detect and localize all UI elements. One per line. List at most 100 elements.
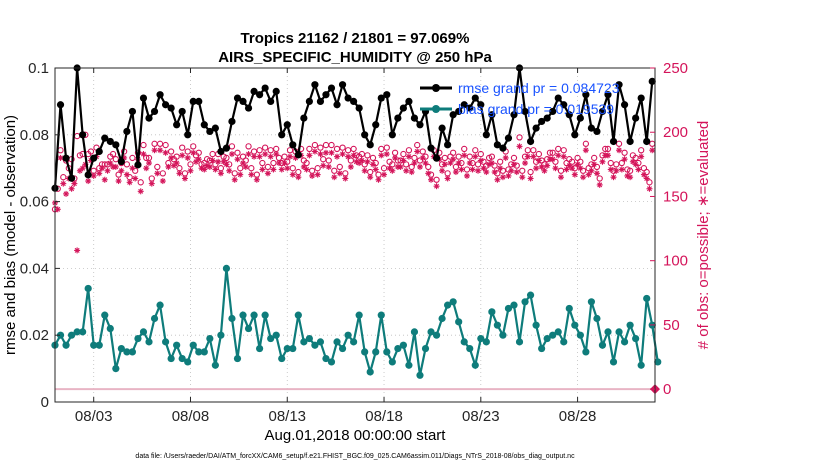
chart-subtitle: AIRS_SPECIFIC_HUMIDITY @ 250 hPa bbox=[218, 49, 492, 66]
obs-evaluated-stroke bbox=[594, 170, 600, 176]
obs-evaluated-stroke bbox=[154, 170, 160, 176]
obs-evaluated-point bbox=[533, 165, 540, 172]
plot-area bbox=[55, 68, 655, 402]
obs-evaluated-stroke bbox=[406, 154, 412, 160]
obs-evaluated-point bbox=[513, 169, 520, 176]
rmse-point bbox=[554, 94, 562, 102]
obs-evaluated-point bbox=[248, 171, 255, 178]
obs-possible-point bbox=[344, 147, 352, 154]
rmse-point bbox=[394, 114, 402, 122]
obs-evaluated-stroke bbox=[146, 160, 152, 166]
obs-evaluated-point bbox=[259, 166, 266, 173]
obs-evaluated-stroke bbox=[287, 154, 293, 160]
rmse-point bbox=[239, 97, 247, 105]
rmse-point bbox=[377, 94, 385, 102]
obs-possible-point bbox=[317, 144, 324, 151]
obs-evaluated-point bbox=[303, 166, 310, 173]
obs-evaluated-point bbox=[596, 181, 603, 188]
obs-evaluated-point bbox=[574, 161, 581, 168]
obs-evaluated-stroke bbox=[575, 161, 581, 167]
obs-evaluated-stroke bbox=[91, 173, 97, 179]
obs-possible-point bbox=[527, 168, 534, 176]
obs-evaluated-point bbox=[336, 170, 343, 177]
y-tick-label-left: 0.02 bbox=[20, 327, 49, 344]
obs-evaluated-point bbox=[173, 160, 180, 167]
obs-evaluated-point bbox=[646, 185, 653, 192]
obs-evaluated-stroke bbox=[558, 174, 564, 180]
rmse-point bbox=[620, 101, 629, 109]
obs-evaluated-point bbox=[397, 163, 404, 170]
obs-evaluated-stroke bbox=[583, 147, 589, 153]
obs-evaluated-stroke bbox=[268, 154, 274, 160]
obs-possible-point bbox=[173, 153, 180, 160]
rmse-point bbox=[150, 107, 159, 116]
obs-evaluated-point bbox=[289, 171, 296, 178]
rmse-point bbox=[217, 147, 225, 156]
obs-evaluated-stroke bbox=[453, 169, 459, 175]
bias-point bbox=[272, 331, 280, 339]
obs-evaluated-point bbox=[466, 160, 473, 167]
obs-possible-point bbox=[604, 145, 612, 153]
rmse-point bbox=[228, 117, 236, 126]
obs-evaluated-stroke bbox=[55, 206, 61, 212]
obs-evaluated-point bbox=[444, 175, 451, 182]
rmse-point bbox=[300, 114, 308, 122]
obs-possible-point bbox=[336, 163, 343, 171]
obs-evaluated-stroke bbox=[627, 174, 633, 180]
obs-possible-point bbox=[331, 167, 338, 174]
bias-point bbox=[609, 358, 618, 366]
rmse-point bbox=[289, 141, 297, 149]
obs-evaluated-point bbox=[181, 175, 188, 182]
obs-evaluated-stroke bbox=[392, 155, 398, 161]
obs-evaluated-point bbox=[480, 165, 487, 172]
obs-possible-point bbox=[414, 141, 421, 149]
obs-evaluated-point bbox=[638, 153, 645, 160]
bias-point bbox=[305, 334, 313, 343]
obs-evaluated-stroke bbox=[481, 165, 487, 171]
obs-evaluated-point bbox=[146, 160, 153, 167]
obs-evaluated-point bbox=[472, 153, 479, 160]
obs-possible-point bbox=[546, 149, 554, 156]
rmse-point bbox=[195, 97, 203, 105]
obs-possible-point bbox=[286, 147, 294, 154]
rmse-point bbox=[538, 117, 546, 126]
plot-frame bbox=[54, 67, 656, 403]
bias-point bbox=[598, 341, 607, 349]
obs-evaluated-point bbox=[416, 163, 423, 170]
rmse-point bbox=[438, 124, 446, 132]
obs-evaluated-point bbox=[560, 153, 567, 160]
obs-possible-point bbox=[311, 141, 319, 149]
bias-point bbox=[95, 341, 103, 349]
bias-point bbox=[549, 331, 557, 339]
bias-point bbox=[128, 348, 137, 356]
obs-evaluated-point bbox=[132, 175, 139, 182]
obs-evaluated-point bbox=[477, 157, 484, 164]
rmse-point bbox=[67, 174, 76, 182]
obs-evaluated-stroke bbox=[118, 168, 124, 174]
rmse-point bbox=[643, 137, 651, 146]
obs-evaluated-point bbox=[331, 174, 338, 181]
obs-evaluated-stroke bbox=[586, 172, 592, 178]
obs-evaluated-point bbox=[234, 156, 241, 163]
obs-evaluated-point bbox=[345, 153, 352, 160]
obs-evaluated-stroke bbox=[566, 163, 572, 169]
obs-evaluated-point bbox=[217, 170, 224, 177]
obs-evaluated-point bbox=[358, 157, 365, 164]
obs-evaluated-stroke bbox=[409, 169, 415, 175]
obs-evaluated-point bbox=[621, 156, 628, 163]
obs-evaluated-stroke bbox=[223, 161, 229, 167]
bias-point bbox=[361, 348, 369, 356]
obs-evaluated-point bbox=[450, 156, 457, 163]
bias-point bbox=[283, 344, 291, 353]
bias-point bbox=[444, 301, 452, 309]
bias-point bbox=[377, 311, 385, 319]
obs-evaluated-stroke bbox=[80, 165, 86, 171]
rmse-point bbox=[549, 107, 557, 116]
bias-point bbox=[421, 344, 430, 353]
obs-evaluated-stroke bbox=[331, 174, 337, 180]
obs-evaluated-point bbox=[383, 151, 390, 158]
obs-evaluated-point bbox=[488, 160, 495, 167]
bias-point bbox=[499, 331, 507, 339]
obs-evaluated-point bbox=[607, 166, 614, 173]
obs-evaluated-point bbox=[577, 165, 584, 172]
